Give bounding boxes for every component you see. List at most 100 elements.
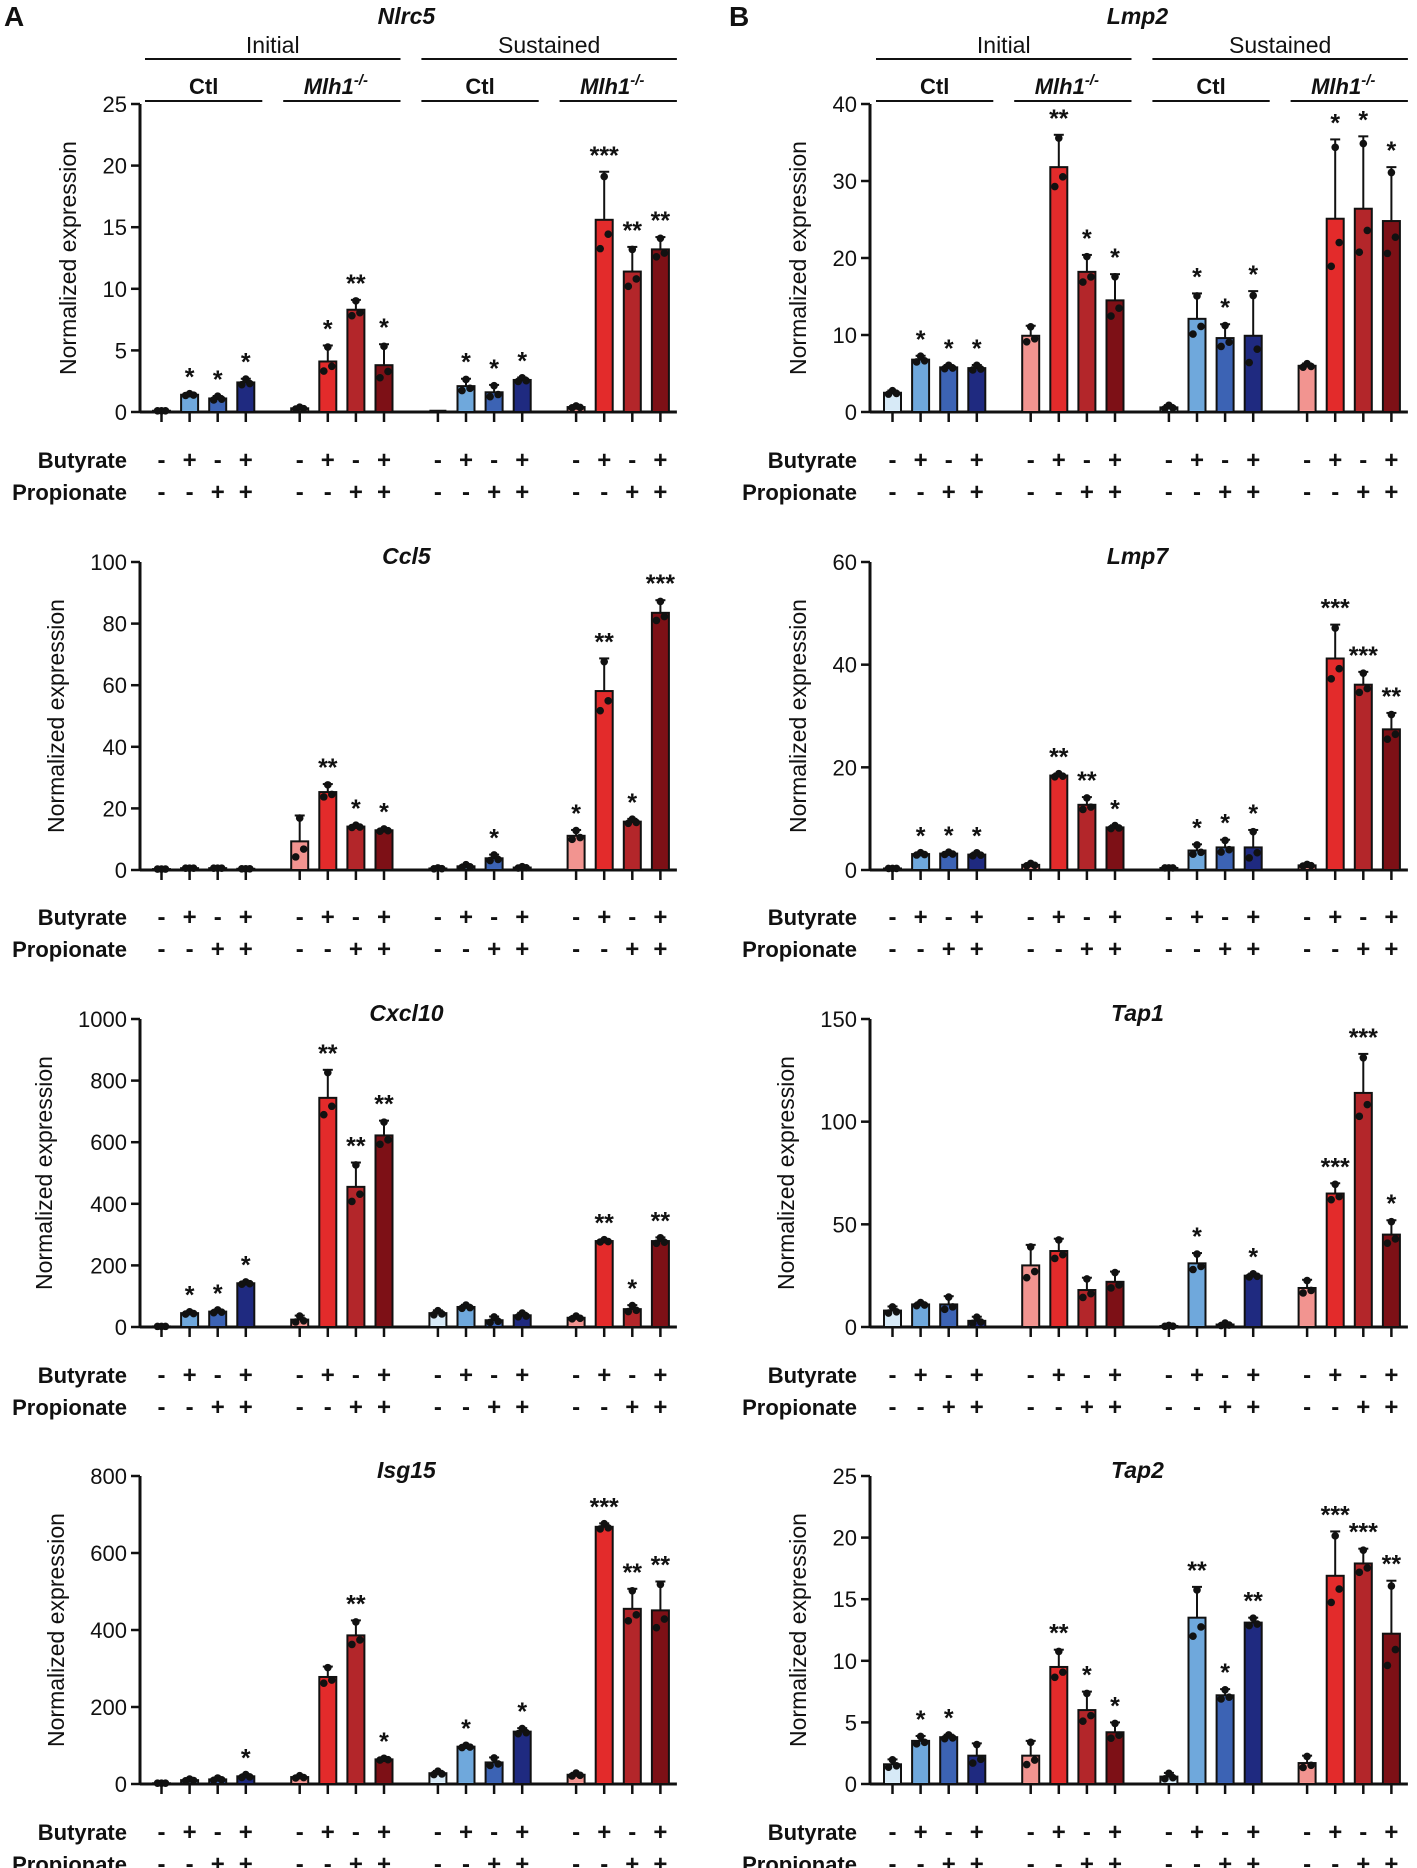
data-point xyxy=(352,297,360,305)
butyrate-sign: + xyxy=(1052,1362,1066,1389)
bar xyxy=(622,1607,642,1785)
y-tick-label: 10 xyxy=(833,1649,857,1674)
bar xyxy=(1105,826,1125,871)
propionate-sign: - xyxy=(1193,1851,1201,1868)
bar xyxy=(346,1634,366,1786)
y-tick-label: 20 xyxy=(833,755,857,780)
propionate-sign: - xyxy=(1193,479,1201,506)
data-point xyxy=(494,1760,502,1768)
y-tick-label: 0 xyxy=(845,400,857,425)
data-point xyxy=(328,362,336,371)
butyrate-sign: - xyxy=(490,904,498,931)
data-point xyxy=(153,406,162,415)
butyrate-row-label: Butyrate xyxy=(768,905,857,930)
data-point xyxy=(161,865,170,873)
data-point xyxy=(522,1312,530,1320)
data-point xyxy=(1363,1100,1372,1109)
data-point xyxy=(948,364,957,372)
data-point xyxy=(1197,1262,1205,1271)
significance-mark: * xyxy=(627,1275,637,1303)
data-point xyxy=(291,1774,300,1782)
data-point xyxy=(977,851,985,860)
propionate-sign: + xyxy=(1218,1394,1232,1421)
bar xyxy=(939,1736,959,1785)
data-point xyxy=(328,1676,336,1684)
butyrate-sign: - xyxy=(158,447,166,474)
y-tick-label: 20 xyxy=(833,1526,857,1551)
butyrate-sign: + xyxy=(377,1362,391,1389)
data-point xyxy=(494,855,502,864)
bar xyxy=(1325,1192,1345,1328)
bar xyxy=(1215,1694,1235,1786)
butyrate-sign: - xyxy=(1165,1362,1173,1389)
y-tick-label: 20 xyxy=(103,796,127,821)
data-point xyxy=(486,856,494,865)
data-point xyxy=(624,282,633,291)
propionate-sign: + xyxy=(349,1851,363,1868)
data-point xyxy=(1307,1761,1315,1770)
bar xyxy=(1353,207,1373,413)
data-point xyxy=(238,1773,246,1782)
propionate-sign: + xyxy=(1356,1394,1370,1421)
butyrate-sign: + xyxy=(377,447,391,474)
butyrate-sign: + xyxy=(183,904,197,931)
bar xyxy=(1381,1233,1401,1328)
data-point xyxy=(969,366,977,374)
propionate-sign: - xyxy=(462,936,470,963)
data-point xyxy=(1083,1275,1091,1283)
y-tick-label: 0 xyxy=(845,858,857,883)
data-point xyxy=(1169,404,1177,412)
data-point xyxy=(438,864,446,873)
data-point xyxy=(1107,1284,1115,1292)
subgroup-label-ctl: Ctl xyxy=(465,74,494,99)
data-point xyxy=(969,1319,977,1328)
mlh1-gene: Mlh1 xyxy=(580,74,630,99)
data-point xyxy=(384,1755,392,1764)
propionate-sign: + xyxy=(1246,1394,1260,1421)
bar xyxy=(650,248,670,413)
subgroup-label-mlh1: Mlh1-/- xyxy=(1311,72,1375,99)
propionate-sign: - xyxy=(158,1394,166,1421)
butyrate-sign: + xyxy=(459,447,473,474)
data-point xyxy=(912,358,921,366)
propionate-sign: + xyxy=(1384,936,1398,963)
data-point xyxy=(1059,772,1067,780)
data-point xyxy=(494,1317,502,1326)
data-point xyxy=(1197,848,1205,857)
data-point xyxy=(161,1779,170,1788)
data-point xyxy=(1079,1293,1087,1302)
butyrate-sign: + xyxy=(1328,904,1342,931)
data-point xyxy=(1299,1289,1307,1297)
propionate-sign: + xyxy=(1218,936,1232,963)
butyrate-sign: + xyxy=(183,447,197,474)
propionate-sign: + xyxy=(625,479,639,506)
data-point xyxy=(1253,345,1261,353)
butyrate-sign: + xyxy=(597,1362,611,1389)
propionate-sign: + xyxy=(942,1851,956,1868)
significance-mark: * xyxy=(1110,244,1120,272)
significance-mark: ** xyxy=(651,1551,671,1579)
butyrate-sign: - xyxy=(945,1819,953,1846)
data-point xyxy=(466,863,474,871)
significance-mark: * xyxy=(944,1705,954,1733)
butyrate-row-label: Butyrate xyxy=(768,448,857,473)
data-point xyxy=(1335,1585,1343,1593)
bar xyxy=(1187,1616,1207,1786)
data-point xyxy=(1169,864,1177,872)
data-point xyxy=(1331,624,1339,632)
data-point xyxy=(384,367,392,376)
butyrate-sign: + xyxy=(515,904,529,931)
butyrate-sign: - xyxy=(1083,447,1091,474)
butyrate-sign: - xyxy=(1221,1362,1229,1389)
butyrate-sign: + xyxy=(377,1819,391,1846)
data-point xyxy=(920,1301,929,1309)
data-point xyxy=(656,234,665,243)
data-point xyxy=(328,1102,336,1111)
significance-mark: * xyxy=(213,1280,223,1308)
significance-mark: ** xyxy=(623,217,643,245)
propionate-sign: + xyxy=(942,479,956,506)
y-axis-title: Normalized expression xyxy=(43,599,69,833)
data-point xyxy=(1335,238,1343,247)
significance-mark: * xyxy=(517,1698,527,1726)
